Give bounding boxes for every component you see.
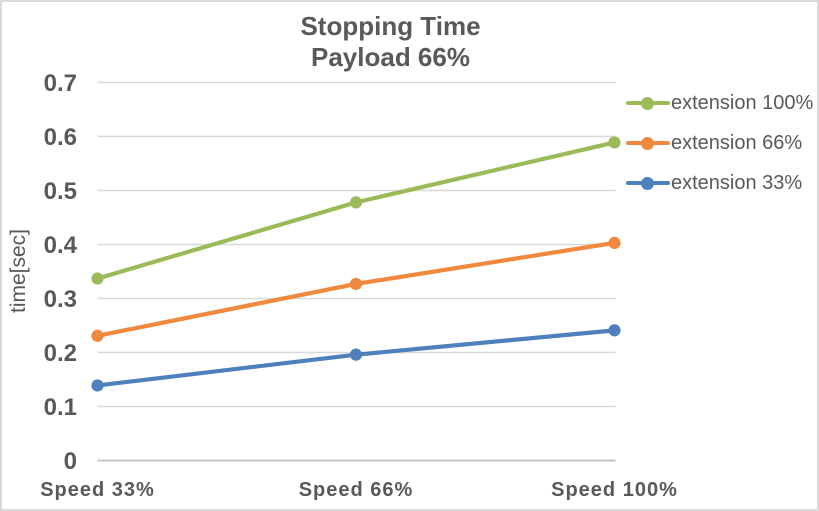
series-line-1	[95, 140, 617, 281]
y-tick-label-0.5: 0.5	[43, 178, 77, 205]
legend-marker-icon	[624, 170, 670, 196]
series-2-marker-2	[349, 277, 363, 291]
x-tick-label-1: Speed 33%	[40, 479, 155, 501]
legend-label: extension 66%	[671, 131, 803, 154]
legend-item-1: extension 100%	[624, 90, 813, 116]
legend-dot-swatch	[640, 136, 654, 150]
legend-label: extension 33%	[671, 171, 803, 194]
y-tick-label-0.2: 0.2	[43, 340, 77, 367]
chart-title: Stopping Time Payload 66%	[2, 11, 779, 73]
chart-title-line2: Payload 66%	[311, 42, 470, 72]
series-2-marker-1	[91, 329, 104, 342]
series-3-marker-1	[91, 379, 104, 392]
y-tick-label-0.4: 0.4	[43, 232, 77, 259]
x-tick-label-2: Speed 66%	[298, 479, 414, 501]
y-tick-label-0.1: 0.1	[43, 394, 77, 421]
legend-dot-swatch	[640, 176, 654, 190]
y-tick-label-0.7: 0.7	[43, 70, 77, 97]
series-1-marker-1	[91, 272, 104, 285]
legend-marker-icon	[624, 130, 670, 156]
legend-label: extension 100%	[671, 91, 814, 114]
series-1-marker-2	[349, 196, 363, 209]
y-tick-label-0: 0	[63, 448, 77, 475]
legend-item-3: extension 33%	[624, 170, 802, 196]
y-tick-label-0.3: 0.3	[43, 286, 77, 313]
series-1-marker-3	[608, 136, 621, 149]
series-3-marker-3	[608, 324, 621, 337]
legend-dot-swatch	[640, 96, 654, 110]
series-3-marker-2	[349, 348, 363, 361]
legend-item-2: extension 66%	[624, 130, 802, 156]
series-2-marker-3	[608, 236, 621, 249]
legend-marker-icon	[624, 90, 670, 116]
y-tick-label-0.6: 0.6	[43, 124, 77, 151]
x-tick-label-3: Speed 100%	[551, 479, 678, 501]
chart-title-line1: Stopping Time	[300, 11, 481, 41]
